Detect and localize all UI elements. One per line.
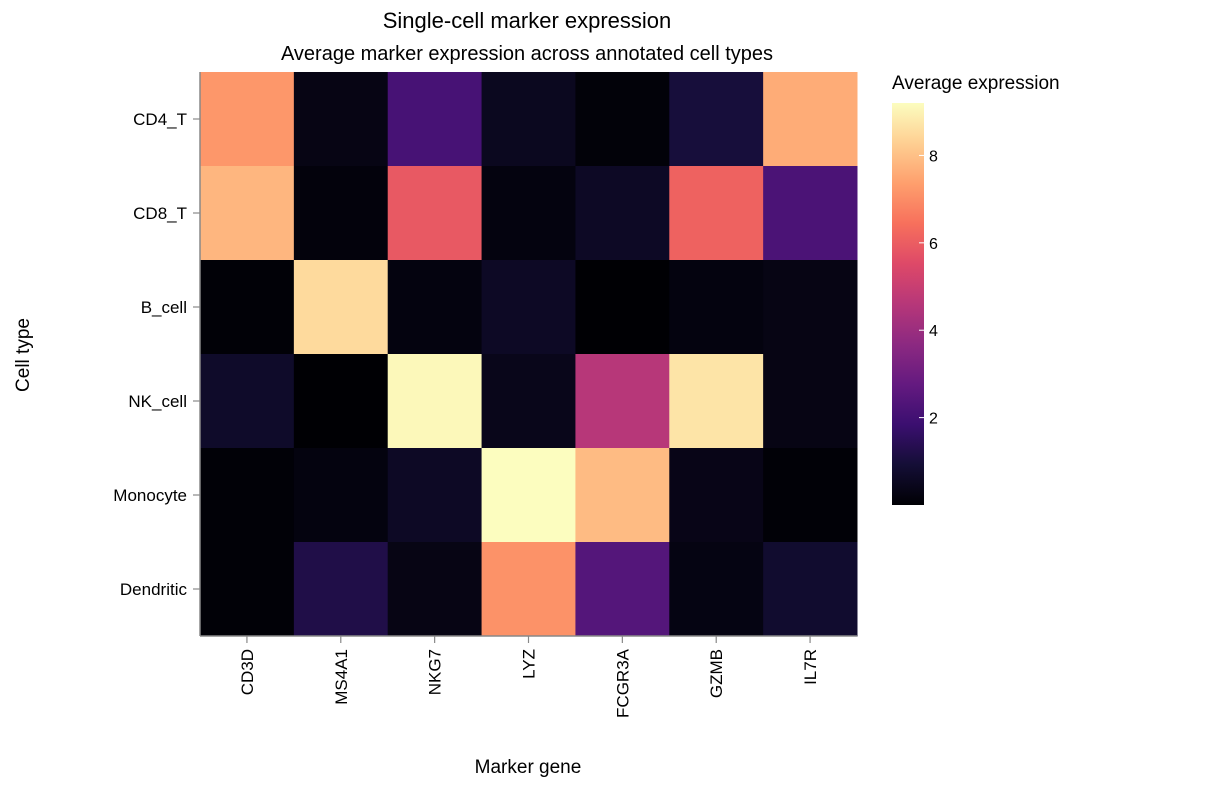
heatmap-cell-Monocyte-IL7R [763, 448, 858, 543]
heatmap-cell-Dendritic-GZMB [669, 542, 764, 637]
heatmap-cell-CD4_T-FCGR3A [575, 72, 670, 167]
x-tick-label: NKG7 [426, 649, 445, 695]
y-tick-label: Monocyte [113, 486, 187, 505]
y-tick-label: CD8_T [133, 204, 187, 223]
heatmap-cell-CD8_T-NKG7 [387, 166, 483, 261]
chart-subtitle: Average marker expression across annotat… [281, 43, 773, 65]
legend-tick-label: 2 [929, 411, 938, 428]
heatmap-cell-NK_cell-CD3D [200, 354, 295, 449]
x-tick-label: LYZ [520, 649, 539, 679]
heatmap-cell-Monocyte-GZMB [669, 448, 764, 543]
y-tick-label: B_cell [141, 298, 187, 317]
heatmap-cell-CD4_T-LYZ [481, 72, 576, 167]
heatmap-cell-NK_cell-FCGR3A [575, 354, 670, 449]
chart-title: Single-cell marker expression [383, 8, 672, 33]
heatmap-cell-Monocyte-MS4A1 [293, 448, 389, 543]
heatmap-cell-NK_cell-NKG7 [387, 354, 483, 449]
heatmap-cell-NK_cell-LYZ [481, 354, 576, 449]
legend-color-bar [892, 103, 924, 505]
heatmap-cell-Monocyte-NKG7 [387, 448, 483, 543]
heatmap-cell-B_cell-FCGR3A [575, 260, 670, 355]
heatmap-cell-Dendritic-FCGR3A [575, 542, 670, 637]
heatmap-cell-CD8_T-CD3D [200, 166, 295, 261]
x-axis-ticks: CD3D MS4A1 NKG7 LYZ FCGR3A GZMB IL7R [238, 636, 820, 718]
heatmap-cell-CD4_T-GZMB [669, 72, 764, 167]
x-tick-label: MS4A1 [332, 649, 351, 705]
x-tick-label: GZMB [707, 649, 726, 698]
heatmap-cell-CD4_T-CD3D [200, 72, 295, 167]
x-axis-title: Marker gene [475, 757, 582, 778]
y-axis-ticks: CD4_T CD8_T B_cell NK_cell Monocyte Dendritic [113, 110, 200, 599]
heatmap-cell-CD8_T-MS4A1 [293, 166, 389, 261]
heatmap-cell-CD4_T-IL7R [763, 72, 858, 167]
y-tick-label: Dendritic [120, 580, 188, 599]
heatmap-cell-NK_cell-MS4A1 [293, 354, 389, 449]
heatmap-cell-Monocyte-CD3D [200, 448, 295, 543]
heatmap-cell-Dendritic-CD3D [200, 542, 295, 637]
legend-title: Average expression [892, 73, 1060, 94]
heatmap-cell-CD4_T-MS4A1 [293, 72, 389, 167]
color-legend: Average expression 2 4 6 8 [892, 73, 1060, 505]
heatmap-cell-B_cell-MS4A1 [293, 260, 389, 355]
y-axis-title: Cell type [13, 318, 34, 392]
heatmap-cell-Dendritic-IL7R [763, 542, 858, 637]
legend-ticks: 2 4 6 8 [919, 148, 938, 428]
legend-tick-label: 6 [929, 236, 938, 253]
heatmap-cell-B_cell-GZMB [669, 260, 764, 355]
x-tick-label: CD3D [238, 649, 257, 695]
heatmap-cell-Dendritic-MS4A1 [293, 542, 389, 637]
heatmap-cell-B_cell-LYZ [481, 260, 576, 355]
heatmap-cell-Monocyte-FCGR3A [575, 448, 670, 543]
heatmap-cell-CD8_T-LYZ [481, 166, 576, 261]
heatmap-cell-NK_cell-GZMB [669, 354, 764, 449]
heatmap-cell-NK_cell-IL7R [763, 354, 858, 449]
y-tick-label: NK_cell [128, 392, 187, 411]
heatmap-cell-B_cell-IL7R [763, 260, 858, 355]
heatmap-cell-CD8_T-IL7R [763, 166, 858, 261]
x-tick-label: IL7R [801, 649, 820, 685]
heatmap-cell-Dendritic-NKG7 [387, 542, 483, 637]
heatmap-cell-CD8_T-FCGR3A [575, 166, 670, 261]
heatmap-cell-B_cell-NKG7 [387, 260, 483, 355]
heatmap-cell-B_cell-CD3D [200, 260, 295, 355]
x-tick-label: FCGR3A [613, 648, 632, 718]
heatmap-cell-Monocyte-LYZ [481, 448, 576, 543]
heatmap-cell-CD4_T-NKG7 [387, 72, 483, 167]
heatmap-cells [200, 72, 858, 637]
legend-tick-label: 8 [929, 148, 938, 165]
legend-tick-label: 4 [929, 323, 938, 340]
heatmap-cell-CD8_T-GZMB [669, 166, 764, 261]
y-tick-label: CD4_T [133, 110, 187, 129]
heatmap-cell-Dendritic-LYZ [481, 542, 576, 637]
